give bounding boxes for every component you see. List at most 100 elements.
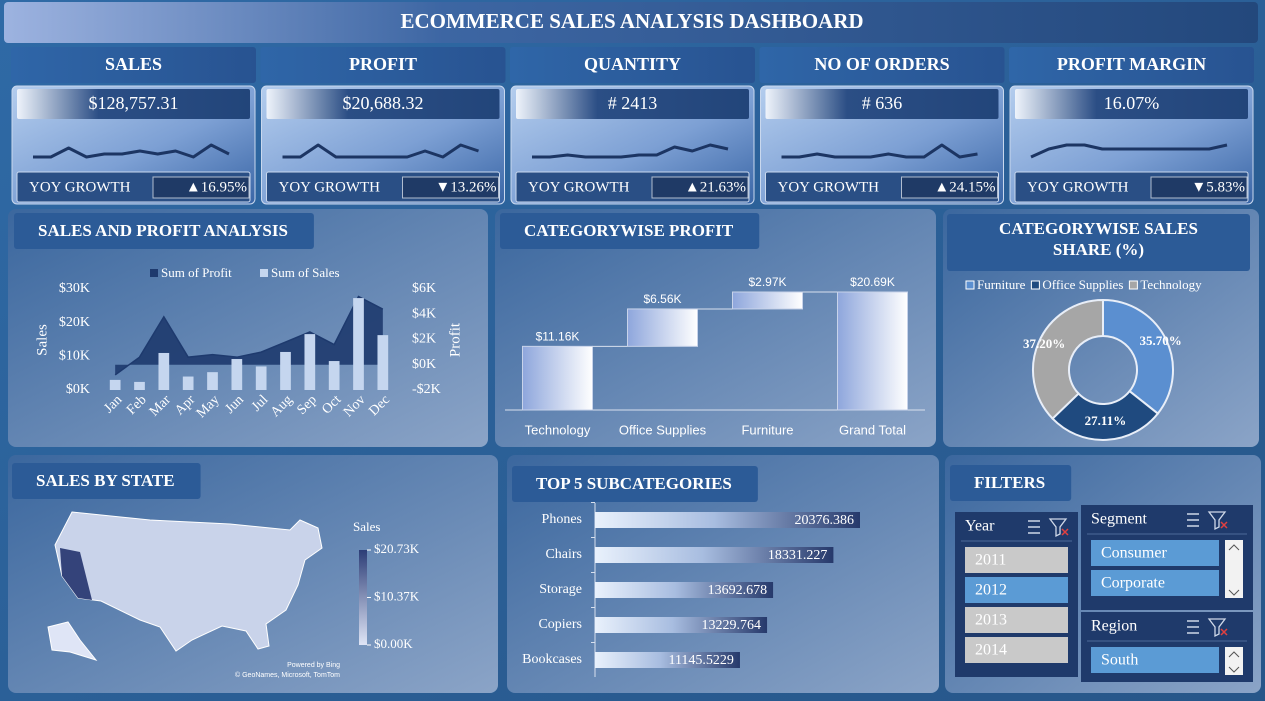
- slicer-item[interactable]: [1091, 540, 1219, 566]
- kpi-label: QUANTITY: [584, 54, 681, 74]
- value-label: 20376.386: [795, 513, 855, 528]
- sales-bar: [134, 381, 145, 390]
- slicer-item-label: 2013: [975, 612, 1007, 629]
- profit-line: [114, 295, 384, 376]
- sales-bar: [304, 334, 316, 390]
- kpi-header: [11, 47, 256, 83]
- kpi-value-box: [516, 89, 749, 119]
- attribution: Powered by Bing: [287, 662, 340, 669]
- y-axis-title: Sales: [34, 324, 50, 356]
- sparkline: [33, 143, 230, 159]
- dashboard-title: ECOMMERCE SALES ANALYSIS DASHBOARD: [400, 9, 863, 33]
- slicer-item[interactable]: [965, 607, 1068, 633]
- growth-value: ▲24.15%: [934, 179, 995, 195]
- kpi-header: [1009, 47, 1254, 83]
- slicer-item-label: South: [1101, 652, 1138, 669]
- bar: [595, 617, 768, 633]
- growth-box: [901, 176, 998, 199]
- y-tick-label: $10K: [59, 349, 90, 364]
- us-map-alaska: [47, 621, 98, 661]
- scrollbar[interactable]: [1225, 540, 1243, 598]
- kpi-value-box: [1015, 89, 1248, 119]
- kpi-value: $128,757.31: [89, 93, 179, 113]
- sales-bar: [328, 361, 340, 390]
- panel-title-box: CATEGORYWISE SALES SHARE (%): [999, 219, 1198, 259]
- kpi-header: [260, 47, 506, 83]
- y-tick-label: $0K: [66, 382, 90, 397]
- clear-filter-x: [1220, 628, 1228, 636]
- sparkline: [1030, 143, 1228, 159]
- kpi-label: PROFIT MARGIN: [1057, 54, 1206, 74]
- sales-bar: [353, 298, 364, 390]
- value-label: 13692.678: [708, 583, 768, 598]
- panel: [8, 209, 488, 447]
- y2-tick-label: $6K: [412, 281, 436, 296]
- growth-value: ▲16.95%: [186, 179, 247, 195]
- colorbar-label: $0.00K: [374, 636, 413, 651]
- kpi-value: 16.07%: [1104, 93, 1160, 113]
- sales-bar: [182, 376, 194, 390]
- growth-box: [1150, 176, 1248, 199]
- growth-label: YOY GROWTH: [29, 179, 131, 195]
- slicer-item[interactable]: [965, 547, 1068, 573]
- kpi-value: # 2413: [608, 93, 658, 113]
- slicer-item[interactable]: [1091, 647, 1219, 673]
- y-tick-label: Chairs: [545, 547, 582, 562]
- growth-label: YOY GROWTH: [279, 179, 381, 195]
- legend-swatch: [965, 280, 975, 290]
- bar: [595, 582, 774, 598]
- clear-filter-x: [1061, 528, 1069, 536]
- kpi-value-box: [17, 89, 250, 119]
- growth-box: [651, 176, 749, 199]
- value-label: $6.56K: [643, 292, 681, 306]
- attribution: © GeoNames, Microsoft, TomTom: [235, 671, 340, 679]
- legend-label: Sum of Profit: [161, 265, 232, 280]
- panel-title-tab: [512, 466, 758, 502]
- panel-title-tab: [12, 463, 201, 499]
- slicer-item-label: Corporate: [1101, 575, 1165, 592]
- panel-title: SALES BY STATE: [36, 471, 175, 490]
- legend-swatch: [260, 269, 268, 277]
- slicer-title: Segment: [1091, 511, 1148, 528]
- growth-value: ▼13.26%: [435, 179, 496, 195]
- legend-label: Office Supplies: [1042, 277, 1123, 292]
- value-label: $20.69K: [850, 275, 895, 289]
- sales-bar: [109, 379, 121, 390]
- value-label: $2.97K: [748, 275, 786, 289]
- clear-filter-icon: [1207, 511, 1227, 531]
- legend-label: Sum of Sales: [271, 265, 340, 280]
- value-label: 13229.764: [702, 618, 762, 633]
- value-label: $11.16K: [536, 330, 580, 344]
- slicer-item[interactable]: [1091, 570, 1219, 596]
- panel-title: CATEGORYWISE PROFIT: [524, 221, 734, 240]
- scrollbar[interactable]: [1225, 647, 1243, 675]
- y2-tick-label: $4K: [412, 306, 436, 321]
- value-label: 35.70%: [1140, 333, 1182, 348]
- x-tick-label: Grand Total: [839, 422, 906, 437]
- y2-tick-label: -$2K: [412, 382, 441, 397]
- sales-bar: [280, 351, 291, 390]
- colorbar-label: $20.73K: [374, 541, 420, 556]
- sales-bar: [255, 366, 267, 390]
- value-label: 11145.5229: [668, 653, 733, 668]
- sales-bar: [158, 352, 170, 390]
- y-tick-label: Storage: [539, 582, 582, 597]
- legend-title: Sales: [353, 519, 380, 534]
- slicer-title: Region: [1091, 618, 1137, 635]
- value-label: 37.20%: [1023, 336, 1065, 351]
- kpi-header: [759, 47, 1005, 83]
- y2-tick-label: $2K: [412, 332, 436, 347]
- y-tick-label: Bookcases: [522, 652, 582, 667]
- y-tick-label: Phones: [542, 512, 582, 527]
- pie-slice: [1051, 389, 1160, 441]
- clear-filter-x: [1220, 521, 1228, 529]
- growth-box: [402, 176, 499, 199]
- legend-swatch: [1030, 280, 1040, 290]
- kpi-label: NO OF ORDERS: [814, 54, 949, 74]
- slicer-item[interactable]: [965, 637, 1068, 663]
- panel-title: TOP 5 SUBCATEGORIES: [536, 474, 732, 493]
- waterfall-bar: [732, 291, 803, 310]
- slicer-item[interactable]: [965, 577, 1068, 603]
- growth-value: ▼5.83%: [1191, 179, 1245, 195]
